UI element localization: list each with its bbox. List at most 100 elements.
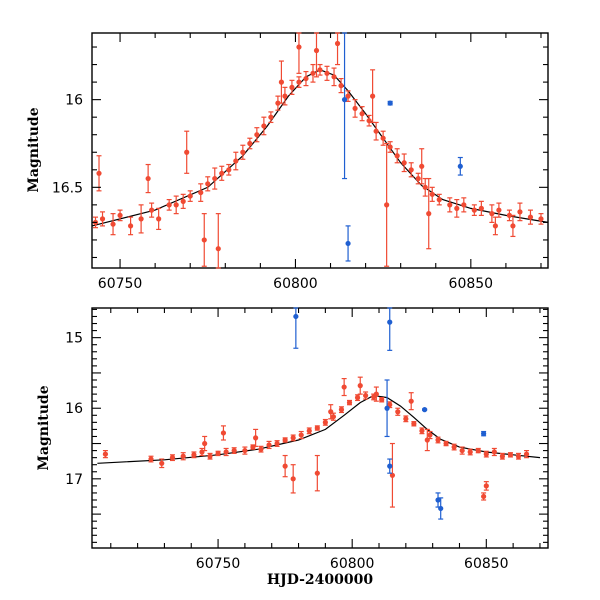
red-data-point bbox=[491, 447, 497, 457]
red-data-point bbox=[527, 209, 534, 225]
red-data-point bbox=[324, 65, 330, 81]
marker bbox=[471, 207, 477, 213]
y-tick-label: 16 bbox=[65, 401, 83, 417]
marker bbox=[538, 216, 544, 222]
marker bbox=[205, 181, 211, 187]
marker bbox=[435, 437, 441, 443]
marker bbox=[475, 447, 481, 454]
marker bbox=[275, 100, 281, 106]
marker bbox=[451, 444, 457, 450]
red-data-point bbox=[331, 67, 337, 87]
x-tick-label: 60750 bbox=[98, 276, 143, 292]
red-data-point bbox=[373, 386, 379, 402]
marker bbox=[212, 175, 218, 182]
red-data-point bbox=[261, 116, 267, 136]
red-data-point bbox=[506, 209, 513, 222]
top-y-tick-labels: 16 16.5 bbox=[52, 93, 83, 197]
red-data-point bbox=[373, 121, 379, 141]
red-data-point bbox=[496, 202, 502, 218]
top-plot-frame bbox=[91, 32, 549, 269]
red-data-point bbox=[454, 199, 460, 218]
marker bbox=[384, 202, 390, 208]
red-data-point bbox=[159, 458, 165, 469]
red-data-point bbox=[403, 415, 409, 423]
marker bbox=[338, 83, 344, 89]
red-data-point bbox=[338, 406, 345, 414]
marker bbox=[258, 446, 264, 452]
marker bbox=[290, 435, 296, 441]
red-data-point bbox=[199, 447, 205, 457]
marker bbox=[145, 175, 151, 182]
marker bbox=[507, 452, 514, 458]
marker bbox=[403, 416, 409, 422]
marker bbox=[359, 111, 365, 117]
red-data-point bbox=[481, 492, 487, 501]
marker bbox=[102, 451, 109, 457]
red-data-point bbox=[148, 455, 154, 463]
bottom-x-axis-label: HJD-2400000 bbox=[267, 572, 374, 588]
marker bbox=[389, 472, 396, 478]
marker bbox=[387, 463, 393, 469]
marker bbox=[408, 398, 414, 404]
y-tick-label: 15 bbox=[65, 331, 83, 347]
red-data-point bbox=[499, 452, 505, 460]
red-data-point bbox=[408, 162, 414, 178]
x-tick-label: 60800 bbox=[273, 276, 318, 292]
marker bbox=[506, 212, 513, 218]
y-tick-label: 16 bbox=[65, 93, 83, 109]
marker bbox=[247, 140, 253, 147]
marker bbox=[422, 184, 428, 190]
marker bbox=[411, 421, 417, 427]
red-data-point bbox=[99, 211, 106, 227]
red-data-point bbox=[370, 69, 376, 124]
marker bbox=[201, 237, 207, 243]
marker bbox=[191, 452, 197, 458]
bottom-model-curve-layer bbox=[97, 394, 541, 464]
marker bbox=[240, 149, 246, 155]
marker bbox=[110, 221, 116, 227]
marker bbox=[226, 167, 232, 173]
red-data-point bbox=[363, 391, 369, 400]
red-data-point bbox=[334, 32, 341, 66]
marker bbox=[380, 135, 386, 141]
top-y-axis-label: Magnitude bbox=[26, 107, 42, 192]
marker bbox=[293, 313, 299, 320]
marker bbox=[338, 407, 345, 413]
marker bbox=[198, 189, 204, 196]
red-data-point bbox=[459, 446, 465, 455]
marker bbox=[180, 198, 186, 204]
blue-data-point bbox=[438, 497, 444, 520]
red-data-point bbox=[379, 397, 385, 403]
marker bbox=[527, 214, 534, 220]
blue-data-point bbox=[481, 430, 487, 437]
marker bbox=[99, 216, 106, 222]
red-data-point bbox=[538, 213, 544, 225]
marker bbox=[331, 74, 337, 80]
red-data-point bbox=[352, 99, 358, 118]
red-data-point bbox=[419, 148, 425, 185]
model-curve bbox=[91, 69, 549, 227]
marker bbox=[408, 167, 414, 173]
marker bbox=[341, 97, 348, 103]
marker bbox=[290, 476, 296, 482]
marker bbox=[395, 409, 401, 415]
marker bbox=[424, 437, 430, 443]
marker bbox=[419, 428, 425, 434]
marker bbox=[489, 211, 495, 217]
red-data-point bbox=[282, 437, 288, 443]
red-data-point bbox=[395, 407, 401, 416]
x-tick-label: 60850 bbox=[449, 276, 494, 292]
red-data-point bbox=[475, 447, 481, 454]
marker bbox=[373, 128, 379, 134]
marker bbox=[220, 430, 227, 436]
blue-data-point bbox=[293, 307, 299, 349]
red-data-point bbox=[138, 204, 144, 234]
bottom-axis-ticks bbox=[92, 308, 548, 548]
red-data-point bbox=[290, 464, 296, 494]
marker bbox=[419, 163, 425, 169]
red-data-point bbox=[322, 418, 328, 426]
red-data-point bbox=[226, 163, 232, 176]
marker bbox=[483, 451, 489, 457]
marker bbox=[306, 428, 312, 434]
